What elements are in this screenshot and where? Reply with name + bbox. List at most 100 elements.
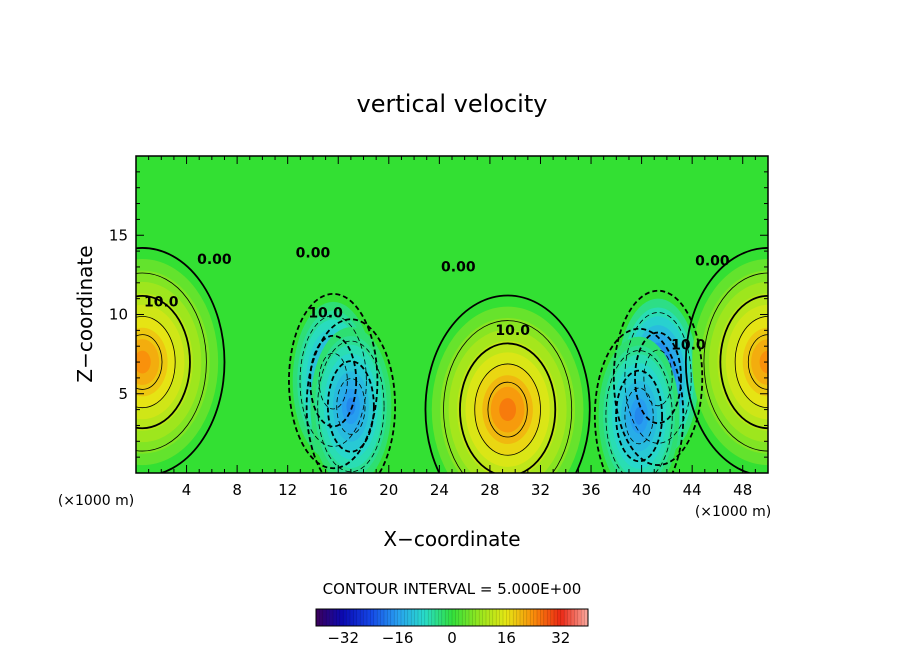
- colorbar-cell: [441, 609, 446, 626]
- colorbar-cell: [356, 609, 361, 626]
- colorbar-cell: [333, 609, 337, 626]
- contour-line: [474, 363, 541, 456]
- contour-line: [615, 369, 663, 463]
- feature-layer: [634, 407, 644, 425]
- colorbar-cell: [438, 609, 443, 626]
- colorbar-cell: [543, 609, 548, 626]
- colorbar-cell: [326, 609, 330, 626]
- colorbar-cell: [584, 609, 589, 626]
- contour-line: [424, 294, 591, 473]
- colorbar-cell: [458, 609, 463, 626]
- colorbar-cell: [452, 609, 456, 626]
- colorbar-cell: [322, 609, 327, 626]
- colorbar-cell: [526, 609, 531, 626]
- y-tick-label: 10: [109, 306, 128, 324]
- colorbar-cell: [428, 609, 432, 626]
- contour-line: [459, 342, 557, 473]
- colorbar: −32 −16 0 16 32: [315, 608, 589, 647]
- colorbar-tick-label: −16: [382, 629, 414, 647]
- contour-line: [317, 340, 385, 473]
- x-unit-label-left: (×1000 m): [58, 493, 134, 509]
- contour-line: [624, 312, 692, 444]
- colorbar-cell: [577, 609, 582, 626]
- colorbar-cell: [435, 609, 439, 626]
- colorbar-cell: [479, 609, 483, 626]
- feature-layer: [346, 397, 356, 416]
- colorbar-cell: [367, 609, 371, 626]
- feature-updraft-3: [431, 306, 584, 473]
- x-unit-label-right: (×1000 m): [695, 504, 771, 520]
- colorbar-cell: [336, 609, 341, 626]
- x-tick-label: 32: [531, 481, 550, 499]
- colorbar-tick-label: 16: [497, 629, 516, 647]
- colorbar-cell: [482, 609, 487, 626]
- feature-layer: [136, 350, 151, 374]
- colorbar-cell: [564, 609, 568, 626]
- colorbar-cell: [499, 609, 504, 626]
- colorbar-cell: [496, 609, 500, 626]
- colorbar-tick-label: −32: [327, 629, 359, 647]
- colorbar-cell: [581, 609, 585, 626]
- colorbar-cell: [455, 609, 460, 626]
- feature-layer: [499, 398, 517, 422]
- contour-line: [593, 327, 685, 473]
- colorbar-cell: [520, 609, 524, 626]
- colorbar-cell: [492, 609, 497, 626]
- y-axis-label: Z−coordinate: [73, 245, 97, 382]
- colorbar-cell: [373, 609, 378, 626]
- colorbar-cell: [560, 609, 565, 626]
- contour-label: 10.0: [308, 306, 343, 322]
- colorbar-cell: [394, 609, 398, 626]
- colorbar-cell: [509, 609, 514, 626]
- y-axis-ticks: 5 10 15: [109, 171, 768, 458]
- x-tick-label: 48: [733, 481, 752, 499]
- colorbar-cell: [523, 609, 528, 626]
- y-tick-label: 15: [109, 226, 128, 244]
- colorbar-cell: [424, 609, 429, 626]
- colorbar-cell: [469, 609, 473, 626]
- colorbar-cell: [554, 609, 558, 626]
- colorbar-tick-label: 0: [447, 629, 457, 647]
- colorbar-cell: [557, 609, 562, 626]
- colorbar-cell: [567, 609, 572, 626]
- colorbar-cell: [530, 609, 534, 626]
- colorbar-cell: [407, 609, 412, 626]
- colorbar-cell: [353, 609, 358, 626]
- contour-line: [624, 387, 654, 445]
- colorbar-cell: [571, 609, 575, 626]
- colorbar-cell: [346, 609, 351, 626]
- x-axis-ticks: 4 8 12 16 20 24 28 32 36 40 44 48: [148, 156, 756, 499]
- colorbar-cell: [516, 609, 521, 626]
- contour-interval-label: CONTOUR INTERVAL = 5.000E+00: [323, 580, 582, 598]
- colorbar-tick-labels: −32 −16 0 16 32: [327, 629, 570, 647]
- x-tick-label: 40: [632, 481, 651, 499]
- colorbar-cell: [533, 609, 538, 626]
- colorbar-cell: [489, 609, 494, 626]
- feature-downdraft-2: [310, 327, 392, 473]
- colorbar-cell: [418, 609, 422, 626]
- contour-line: [136, 316, 176, 409]
- colorbar-cell: [411, 609, 415, 626]
- colorbar-cell: [404, 609, 409, 626]
- contour-line: [336, 378, 366, 435]
- colorbar-cell: [445, 609, 449, 626]
- x-tick-label: 12: [278, 481, 297, 499]
- colorbar-cell: [343, 609, 347, 626]
- contour-label: 0.00: [197, 252, 232, 268]
- colorbar-cell: [380, 609, 385, 626]
- contour-line: [136, 294, 191, 430]
- y-tick-label: 5: [118, 385, 128, 403]
- feature-updraft-0: [136, 259, 219, 466]
- colorbar-cell: [486, 609, 490, 626]
- feature-updraft-6: [692, 259, 768, 466]
- contour-label: 10.0: [495, 323, 530, 339]
- colorbar-cell: [472, 609, 477, 626]
- colorbar-cell: [448, 609, 453, 626]
- contour-line: [643, 349, 673, 407]
- contour-label: 0.00: [441, 260, 476, 276]
- colorbar-cell: [421, 609, 426, 626]
- x-tick-label: 16: [329, 481, 348, 499]
- x-tick-label: 4: [182, 481, 192, 499]
- colorbar-cell: [329, 609, 334, 626]
